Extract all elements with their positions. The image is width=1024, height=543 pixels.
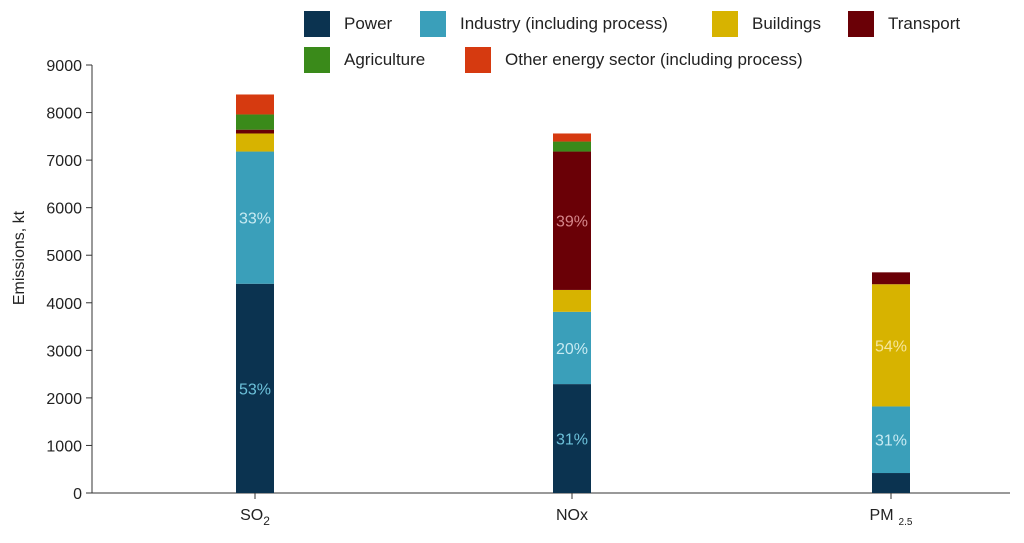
bar-segment xyxy=(236,94,274,115)
legend-item: Other energy sector (including process) xyxy=(465,46,803,74)
bar-segment xyxy=(872,473,910,493)
y-tick-label: 7000 xyxy=(46,153,82,170)
y-tick-label: 0 xyxy=(73,486,82,503)
bar-segment xyxy=(553,133,591,142)
y-tick-label: 4000 xyxy=(46,296,82,313)
bar-segment xyxy=(553,384,591,493)
bar-segment xyxy=(236,283,274,493)
legend-label: Transport xyxy=(888,14,961,33)
bar-segment xyxy=(872,272,910,285)
bar-segment xyxy=(236,151,274,284)
legend-swatch xyxy=(848,11,874,37)
data-label: 20% xyxy=(556,341,588,358)
legend-item: Industry (including process) xyxy=(420,10,668,38)
legend-item: Power xyxy=(304,10,392,38)
legend-swatch xyxy=(420,11,446,37)
y-tick-label: 1000 xyxy=(46,438,82,455)
y-tick-label: 6000 xyxy=(46,201,82,218)
bar-labels: 53% 33% 31% 20% 39% 31% 54% xyxy=(239,211,907,450)
legend-label: Industry (including process) xyxy=(460,14,668,33)
data-label: 31% xyxy=(556,432,588,449)
data-label: 53% xyxy=(239,381,271,398)
legend-label: Other energy sector (including process) xyxy=(505,50,803,69)
y-tick-label: 3000 xyxy=(46,343,82,360)
data-label: 33% xyxy=(239,211,271,228)
legend-label: Agriculture xyxy=(344,50,426,69)
bar-segment xyxy=(553,311,591,385)
y-tick-label: 2000 xyxy=(46,391,82,408)
bar-segment xyxy=(872,284,910,407)
legend-item: Buildings xyxy=(712,10,821,38)
legend-label: Power xyxy=(344,14,393,33)
bar-segment xyxy=(236,129,274,134)
legend-swatch xyxy=(304,47,330,73)
y-tick-label: 9000 xyxy=(46,58,82,75)
legend-label: Buildings xyxy=(752,14,821,33)
axes: 0 1000 2000 3000 4000 5000 6000 7000 8000 9000 SO2… xyxy=(46,58,1010,528)
bar-segment xyxy=(236,114,274,130)
y-tick-label: 5000 xyxy=(46,248,82,265)
y-axis-label: Emissions, kt xyxy=(11,210,28,305)
legend-swatch xyxy=(712,11,738,37)
bar-segment xyxy=(553,289,591,312)
x-tick-label: PM 2.5 xyxy=(870,507,913,528)
legend-swatch xyxy=(304,11,330,37)
bar-segment xyxy=(872,406,910,474)
bar-segment xyxy=(553,151,591,290)
data-label: 54% xyxy=(875,338,907,355)
x-tick-label: SO2 xyxy=(240,507,270,528)
bar-segment xyxy=(553,141,591,152)
x-tick-label: NOx xyxy=(556,507,588,524)
data-label: 31% xyxy=(875,433,907,450)
legend-swatch xyxy=(465,47,491,73)
legend-item: Transport xyxy=(848,10,960,38)
y-tick-label: 8000 xyxy=(46,106,82,123)
bar-segment xyxy=(236,133,274,152)
data-label: 39% xyxy=(556,214,588,231)
bars xyxy=(236,94,910,493)
legend-item: Agriculture xyxy=(304,46,425,74)
